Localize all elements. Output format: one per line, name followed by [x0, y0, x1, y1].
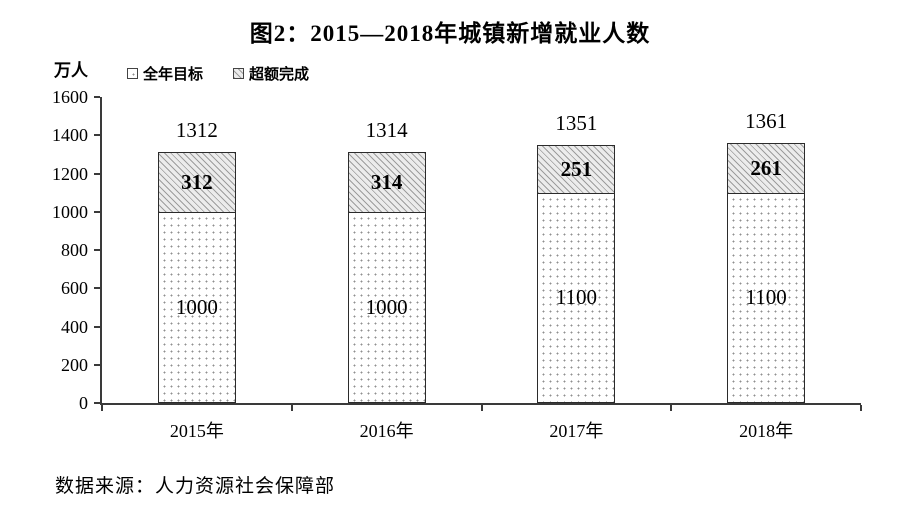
y-axis-tick-label: 1400 [52, 125, 88, 146]
y-axis-tick [94, 402, 100, 404]
x-axis-category-label: 2015年 [169, 421, 224, 441]
y-axis-tick-label: 0 [79, 393, 88, 413]
y-axis-tick [94, 210, 100, 213]
y-axis-tick-label: 1600 [52, 87, 88, 107]
bar-value-label: 1100 [555, 285, 597, 310]
y-axis-unit-label: 万人 [54, 61, 88, 80]
legend-item-overachieved: 超额完成 [233, 63, 309, 84]
bar-value-label: 251 [560, 156, 593, 181]
x-axis-tick [670, 405, 673, 411]
bar-value-label: 1000 [175, 294, 218, 319]
bar-segment-target: 1100 [538, 193, 615, 402]
bar-2016: 314 1000 1314 [347, 118, 426, 403]
bar-value-label: 312 [181, 169, 213, 194]
y-axis-tick [94, 249, 100, 251]
legend-label-overachieved: 超额完成 [249, 66, 310, 83]
x-axis-tick [290, 405, 293, 411]
x-axis-tick [860, 405, 862, 411]
plot-area: 0 200 400 600 800 1000 1200 1400 1600 2015年 2016年 2… [52, 87, 862, 441]
y-axis-tick [94, 96, 100, 98]
y-axis-tick-label: 400 [61, 316, 88, 337]
y-axis-tick [94, 363, 100, 366]
y-axis-tick [94, 287, 100, 290]
bar-total-label: 1312 [175, 118, 218, 143]
chart-title: 图2：2015—2018年城镇新增就业人数 [249, 21, 651, 46]
y-axis-tick-label: 600 [61, 278, 88, 299]
bar-segment-target: 1000 [158, 212, 235, 402]
bar-value-label: 261 [750, 155, 782, 180]
bar-segment-overachieved: 314 [348, 152, 425, 213]
x-axis-category-label: 2016年 [359, 421, 414, 441]
bar-2017: 251 1100 1351 [537, 111, 616, 403]
y-axis-tick [94, 172, 100, 175]
legend-hatch-swatch-icon [233, 68, 245, 79]
y-axis-tick [94, 325, 100, 328]
legend: 全年目标 超额完成 [127, 63, 309, 84]
bar-value-label: 1100 [745, 285, 787, 310]
y-axis-tick [94, 134, 100, 137]
bar-segment-overachieved: 251 [538, 145, 615, 194]
bar-total-label: 1314 [365, 117, 408, 142]
bar-value-label: 314 [370, 169, 403, 194]
legend-label-target: 全年目标 [143, 66, 204, 83]
y-axis-tick-label: 200 [61, 354, 88, 375]
bar-segment-target: 1100 [728, 193, 805, 402]
legend-dots-swatch-icon [127, 68, 138, 79]
data-source: 数据来源：人力资源社会保障部 [55, 476, 336, 497]
bar-segment-overachieved: 312 [158, 153, 235, 213]
bar-total-label: 1351 [555, 110, 598, 135]
bar-value-label: 1000 [365, 294, 408, 319]
x-axis-tick [101, 405, 103, 411]
bar-2015: 312 1000 1312 [157, 118, 236, 403]
y-axis-tick-label: 800 [61, 240, 88, 260]
legend-item-target: 全年目标 [127, 63, 203, 84]
x-axis-tick [480, 405, 483, 411]
x-axis-category-label: 2017年 [549, 421, 604, 441]
bar-total-label: 1361 [745, 108, 788, 133]
bar-segment-overachieved: 261 [728, 143, 805, 194]
bar-2018: 261 1100 1361 [727, 109, 806, 403]
y-axis-tick-label: 1200 [52, 163, 88, 184]
bar-segment-target: 1000 [348, 212, 425, 402]
x-axis-category-label: 2018年 [739, 421, 794, 441]
y-axis-tick-label: 1000 [52, 201, 88, 222]
